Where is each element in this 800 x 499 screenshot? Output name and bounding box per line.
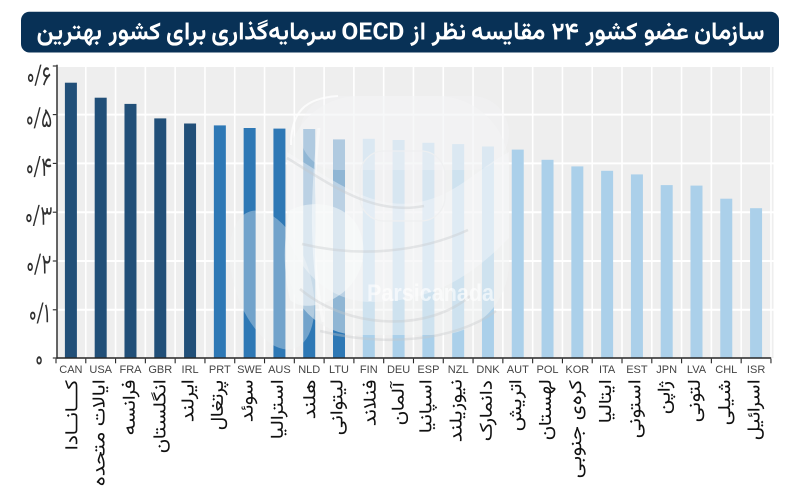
svg-text:CAN: CAN [59,364,82,376]
svg-text:NZL: NZL [448,364,469,376]
svg-text:PRT: PRT [209,364,231,376]
svg-text:Parsicanada: Parsicanada [367,280,494,307]
svg-text:FIN: FIN [360,364,378,376]
svg-text:USA: USA [89,364,112,376]
svg-text:POL: POL [536,364,558,376]
svg-text:ITA: ITA [599,364,616,376]
svg-text:FRA: FRA [120,364,143,376]
svg-text:GBR: GBR [148,364,172,376]
svg-text:SWE: SWE [237,364,262,376]
svg-text:AUS: AUS [268,364,291,376]
svg-text:ESP: ESP [417,364,439,376]
svg-text:LTU: LTU [329,364,349,376]
svg-text:LVA: LVA [687,364,707,376]
svg-text:NLD: NLD [298,364,320,376]
svg-text:EST: EST [626,364,648,376]
svg-text:IRL: IRL [182,364,199,376]
svg-text:AUT: AUT [507,364,529,376]
svg-text:DNK: DNK [476,364,500,376]
svg-text:DEU: DEU [387,364,410,376]
svg-text:ISR: ISR [747,364,765,376]
svg-text:KOR: KOR [565,364,589,376]
svg-text:CHL: CHL [715,364,737,376]
svg-text:JPN: JPN [656,364,677,376]
